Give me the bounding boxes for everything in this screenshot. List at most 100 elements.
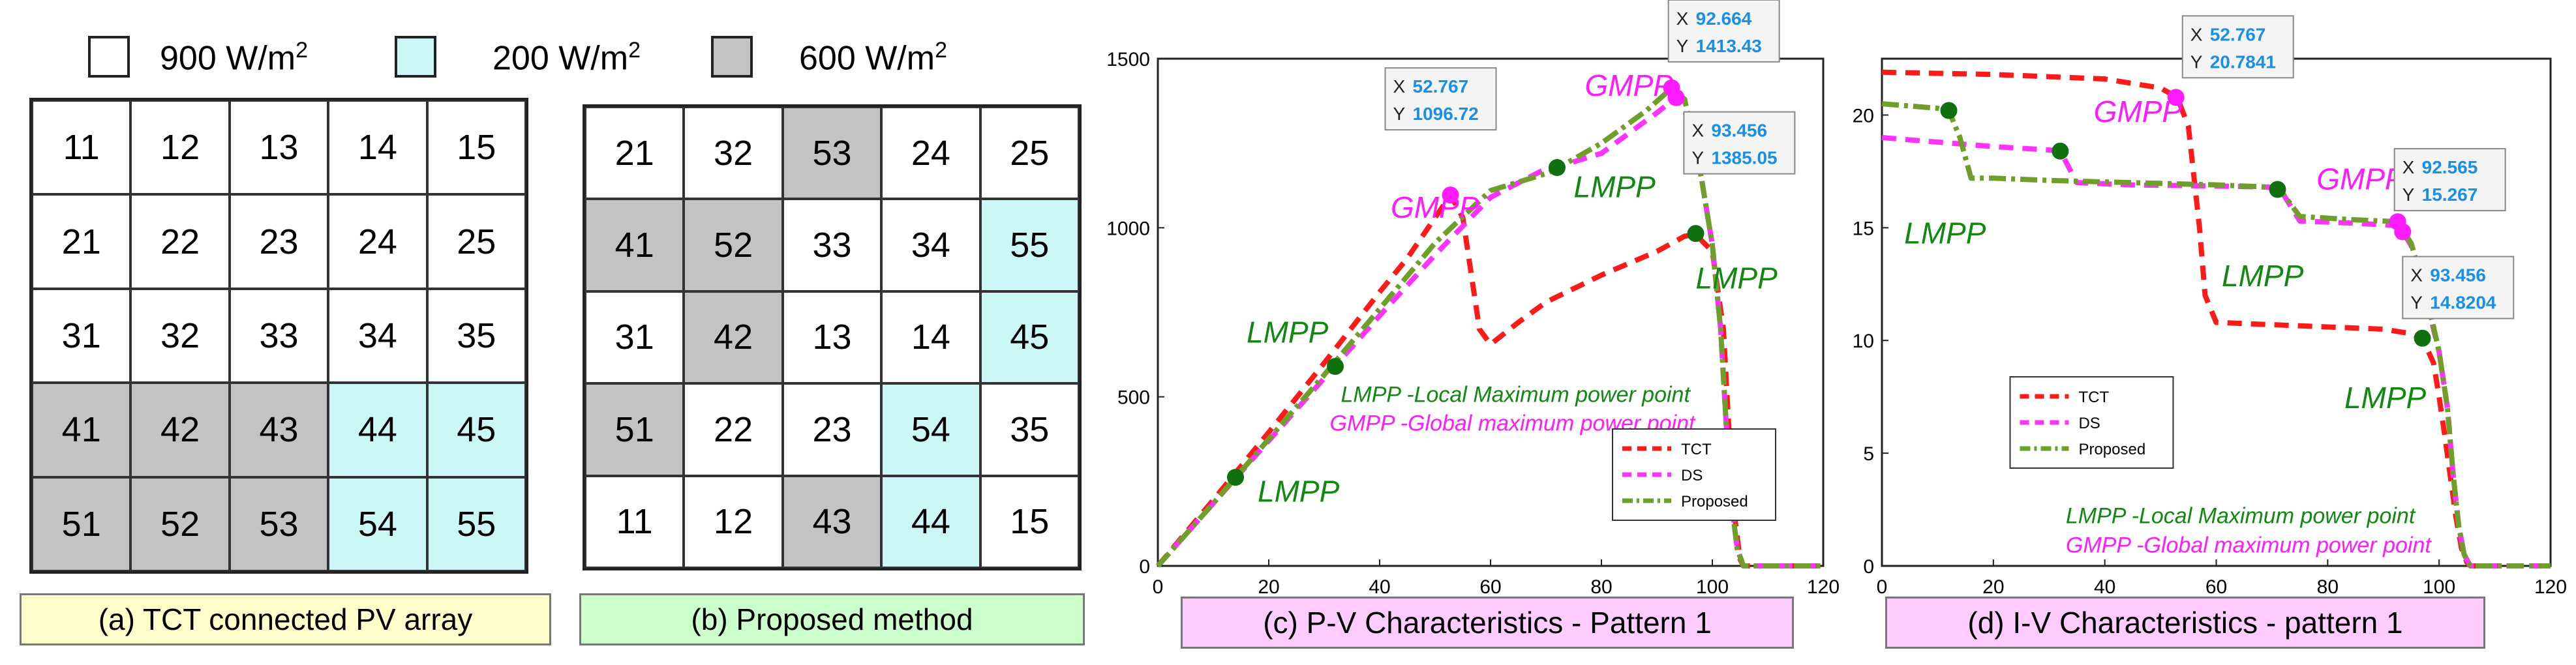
grid-cell: 42 [130, 383, 230, 477]
grid-cell: 24 [881, 107, 980, 200]
grid-cell: 15 [427, 100, 526, 195]
grid-cell: 43 [229, 383, 329, 477]
lmpp-marker [1227, 469, 1244, 486]
lmpp-marker [1327, 357, 1344, 375]
caption-c: (c) P-V Characteristics - Pattern 1 [1181, 597, 1794, 649]
legend-label-600: 600 W/m2 [799, 38, 947, 78]
datatip-y-value: 1096.72 [1413, 104, 1479, 124]
y-tick-label: 10 [1853, 331, 1874, 352]
datatip-x-label: X [2190, 24, 2203, 44]
grid-cell: 33 [229, 288, 329, 383]
grid-cell: 34 [328, 288, 427, 383]
grid-cell: 32 [684, 107, 783, 200]
datatip-y-label: Y [2190, 52, 2203, 72]
x-tick-label: 20 [1258, 576, 1279, 598]
grid-cell: 25 [980, 107, 1079, 200]
legend-swatch-600 [711, 36, 753, 78]
grid-cell: 32 [130, 288, 230, 383]
legend-label-900: 900 W/m2 [160, 38, 308, 78]
grid-cell: 31 [585, 291, 684, 384]
grid-cell: 13 [782, 291, 882, 384]
datatip-y-label: Y [1691, 148, 1704, 168]
datatip-y-label: Y [2410, 293, 2423, 313]
datatip-y-value: 1385.05 [1711, 148, 1777, 168]
grid-cell: 15 [980, 475, 1079, 568]
legend-swatch-200 [395, 36, 436, 78]
datatip-y-label: Y [1393, 104, 1406, 124]
grid-cell: 45 [980, 291, 1079, 384]
grid-cell: 44 [881, 475, 980, 568]
chart-legend-label: DS [2078, 415, 2100, 432]
y-tick-label: 0 [1863, 556, 1874, 578]
grid-cell: 22 [684, 383, 783, 476]
annotation-label: LMPP [1258, 474, 1340, 508]
annotation-label: GMPP [1391, 190, 1479, 224]
datatip-x-label: X [2410, 265, 2423, 286]
annotation-label: LMPP [1574, 170, 1656, 204]
caption-d: (d) I-V Characteristics - pattern 1 [1885, 597, 2485, 649]
x-tick-label: 0 [1153, 576, 1164, 598]
datatip-x-value: 52.767 [1413, 76, 1469, 96]
x-tick-label: 40 [2094, 576, 2115, 598]
gmpp-marker [2394, 223, 2412, 241]
chart-legend-label: DS [1681, 467, 1703, 484]
lmpp-marker [2414, 329, 2431, 347]
grid-cell: 22 [130, 194, 230, 289]
y-tick-label: 20 [1853, 105, 1874, 126]
y-tick-label: 1000 [1106, 218, 1150, 239]
datatip-x-value: 92.664 [1696, 8, 1752, 29]
y-tick-label: 5 [1863, 443, 1874, 465]
datatip-box [2402, 256, 2515, 319]
datatip-x-label: X [2402, 157, 2415, 177]
grid-cell: 24 [328, 194, 427, 289]
grid-cell: 34 [881, 199, 980, 291]
grid-cell: 41 [585, 199, 684, 291]
grid-cell: 45 [427, 383, 526, 477]
annotation-label: GMPP [2316, 162, 2405, 196]
tct-array-grid: 11 12 13 14 15 21 22 23 24 25 31 32 33 34 35 41 42 43 44 45… [29, 98, 528, 574]
grid-cell: 35 [427, 288, 526, 383]
datatip-y-value: 20.7841 [2210, 52, 2276, 72]
datatip-box [1384, 67, 1497, 131]
datatip-x-label: X [1393, 76, 1406, 96]
grid-cell: 54 [328, 477, 427, 571]
x-tick-label: 40 [1369, 576, 1390, 598]
annotation-label: LMPP [1696, 261, 1778, 295]
grid-cell: 33 [782, 199, 882, 291]
chart-legend-label: TCT [1681, 441, 1712, 458]
chart-legend-label: Proposed [2078, 441, 2145, 458]
grid-cell: 53 [229, 477, 329, 571]
caption-b: (b) Proposed method [579, 593, 1085, 645]
datatip-x-value: 92.565 [2422, 157, 2478, 177]
grid-cell: 43 [782, 475, 882, 568]
x-tick-label: 120 [1807, 576, 1840, 598]
grid-cell: 52 [684, 199, 783, 291]
datatip-y-value: 14.8204 [2430, 293, 2496, 313]
grid-cell: 55 [427, 477, 526, 571]
lmpp-marker [2052, 142, 2069, 160]
grid-cell: 54 [881, 383, 980, 476]
x-tick-label: 100 [2423, 576, 2455, 598]
annotation-label: LMPP [2344, 381, 2427, 415]
series-line-proposed [1881, 101, 2551, 569]
y-tick-label: 15 [1853, 218, 1874, 239]
legend-label-200: 200 W/m2 [492, 38, 641, 78]
gmpp-marker [1667, 89, 1685, 106]
grid-cell: 23 [229, 194, 329, 289]
grid-cell: 13 [229, 100, 329, 195]
chart-legend-label: TCT [2078, 389, 2109, 406]
grid-cell: 41 [32, 383, 131, 477]
datatip-x-label: X [1691, 121, 1704, 141]
x-tick-label: 20 [1982, 576, 2004, 598]
grid-cell: 35 [980, 383, 1079, 476]
grid-cell: 53 [782, 107, 882, 200]
datatip-box [1667, 0, 1780, 63]
datatip-x-value: 93.456 [2430, 265, 2486, 286]
x-tick-label: 0 [1877, 576, 1888, 598]
lmpp-marker [2269, 181, 2286, 198]
grid-cell: 55 [980, 199, 1079, 291]
datatip-y-value: 1413.43 [1696, 36, 1762, 56]
y-tick-label: 1500 [1106, 49, 1150, 70]
grid-cell: 52 [130, 477, 230, 571]
grid-cell: 14 [881, 291, 980, 384]
